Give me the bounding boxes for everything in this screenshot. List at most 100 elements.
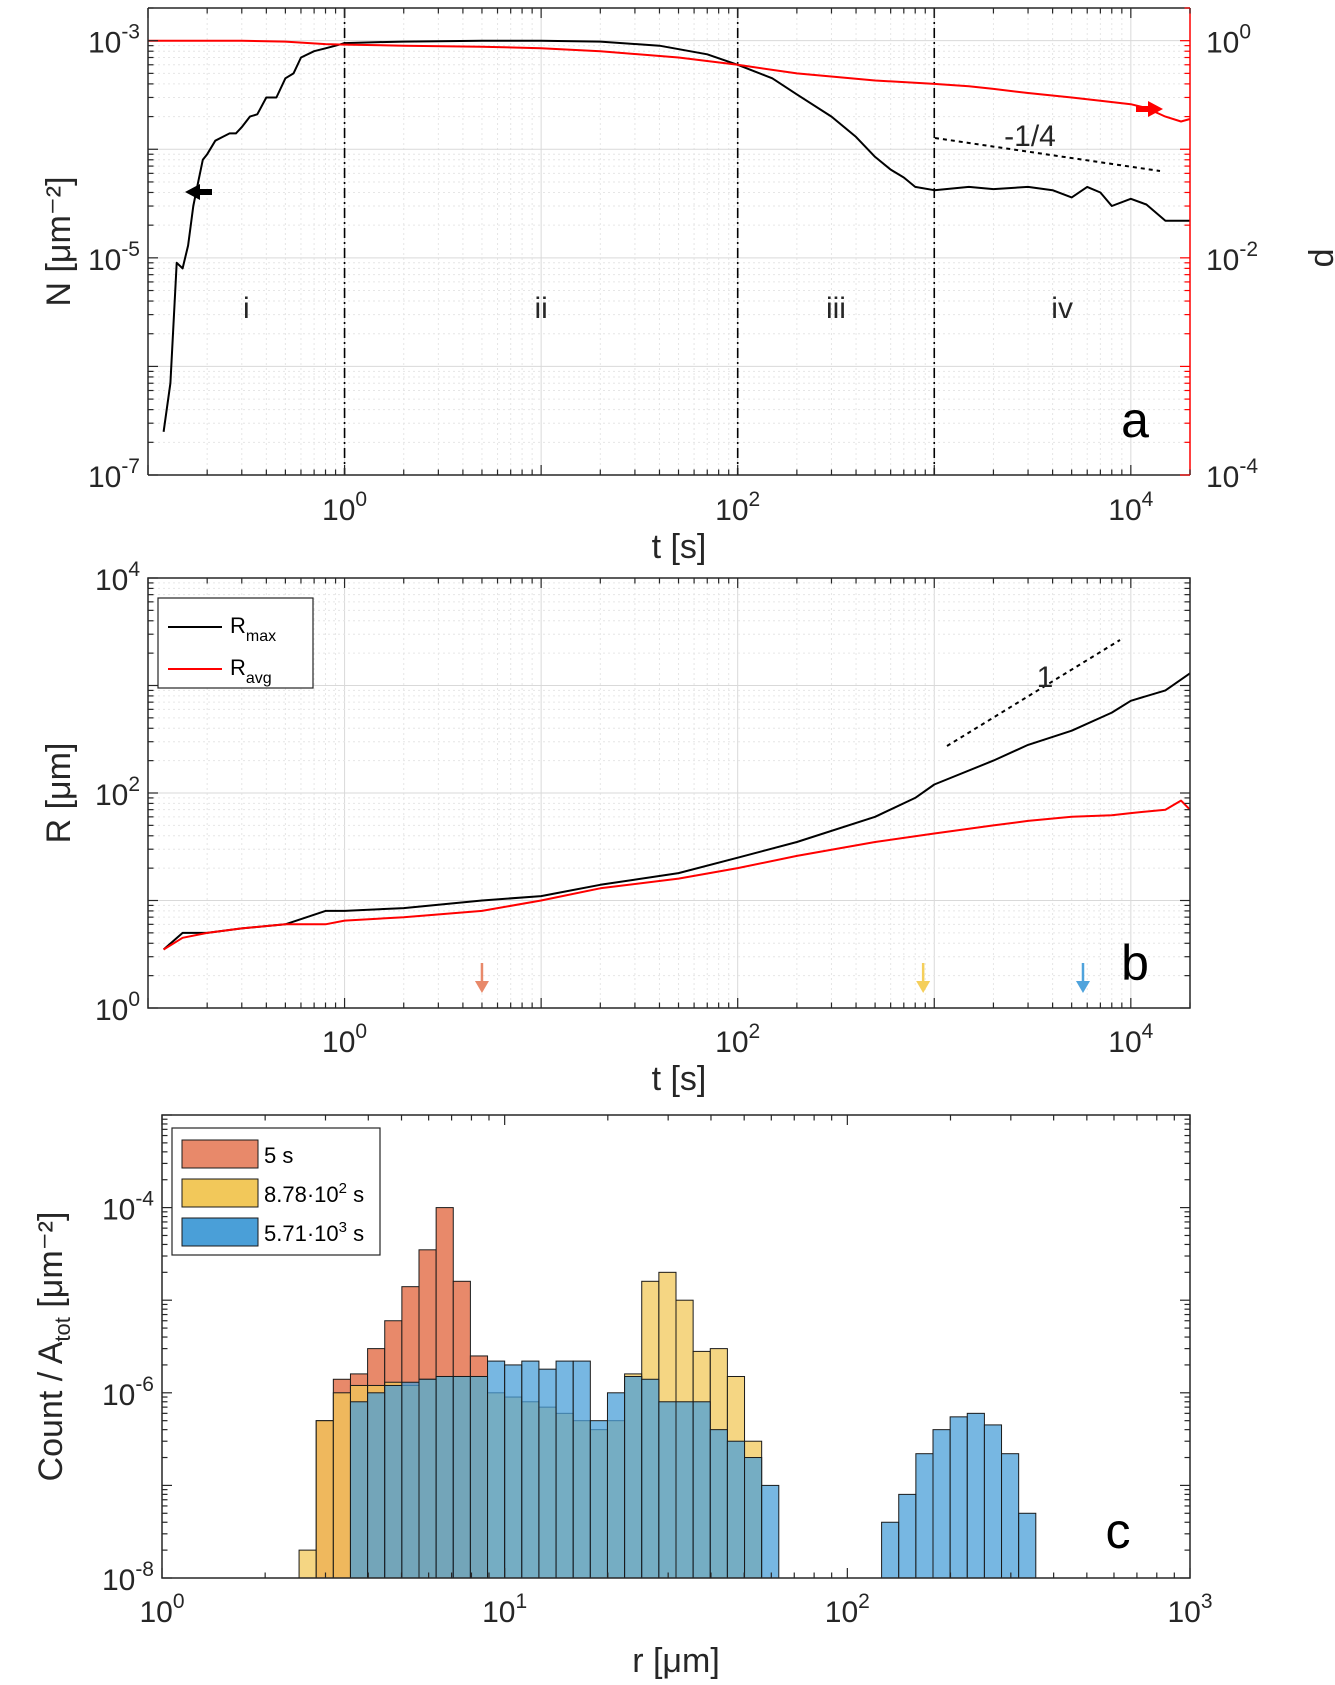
legend-swatch bbox=[181, 1217, 259, 1247]
histogram-bar bbox=[418, 1378, 437, 1579]
histogram-bar bbox=[709, 1429, 728, 1579]
region-label-i: i bbox=[243, 292, 250, 325]
histogram-bar bbox=[589, 1420, 608, 1579]
r-avg-line bbox=[163, 799, 1191, 951]
x-tick-label: 103 bbox=[1167, 1590, 1212, 1629]
histogram-bar bbox=[401, 1381, 420, 1579]
histogram-bar bbox=[726, 1440, 746, 1579]
histogram-bar bbox=[298, 1549, 317, 1579]
histogram-bar bbox=[504, 1364, 523, 1579]
legend-label: Rmax bbox=[230, 613, 276, 645]
time-marker-arrow-icon bbox=[1075, 981, 1090, 993]
x-tick-label: 104 bbox=[1108, 488, 1153, 527]
right-axis-arrow-icon bbox=[1136, 101, 1163, 117]
legend-swatch bbox=[181, 1139, 259, 1169]
panel-letter-a: a bbox=[1121, 392, 1149, 448]
time-marker-arrow-icon bbox=[916, 981, 931, 993]
legend-c: 5 s 8.78·102 s 5.71·103 s bbox=[171, 1127, 381, 1256]
slope-guide-line bbox=[934, 137, 1161, 172]
y-tick-label: 10-8 bbox=[102, 1558, 154, 1597]
histogram-bar bbox=[315, 1420, 334, 1579]
histogram-bar bbox=[898, 1493, 917, 1579]
histogram-bar bbox=[658, 1401, 677, 1579]
histogram-bar bbox=[367, 1392, 386, 1579]
x-axis-label-b: t [s] bbox=[652, 1060, 707, 1098]
legend-box bbox=[157, 597, 314, 689]
panel-b-radius-vs-time: 1 100 102 104 100 102 104 t [s] R [μm] b Rmax Ravg bbox=[40, 558, 1191, 1098]
histogram-bar bbox=[521, 1360, 540, 1579]
x-axis-label-a: t [s] bbox=[652, 528, 707, 566]
slope-guide-line bbox=[946, 639, 1121, 747]
histogram-bar bbox=[966, 1412, 985, 1579]
y-tick-label: 10-6 bbox=[102, 1373, 154, 1412]
p-fraction-line bbox=[148, 39, 1191, 123]
x-tick-label: 104 bbox=[1108, 1020, 1153, 1059]
legend-b: Rmax Ravg bbox=[157, 597, 314, 689]
histogram-bar bbox=[452, 1375, 471, 1579]
histogram-series bbox=[349, 1360, 1037, 1579]
y-tick-label-left: 10-7 bbox=[88, 455, 140, 494]
frame-c bbox=[161, 1114, 1191, 1579]
x-tick-label: 100 bbox=[322, 1020, 367, 1059]
x-tick-label: 100 bbox=[139, 1590, 184, 1629]
histogram-bar bbox=[572, 1360, 591, 1579]
y-axis-label-right-a: p bbox=[1307, 249, 1335, 268]
time-marker-arrow-icon bbox=[474, 981, 489, 993]
y-tick-label-left: 10-3 bbox=[88, 21, 140, 60]
histogram-bar bbox=[384, 1384, 403, 1579]
x-tick-label: 102 bbox=[715, 488, 760, 527]
y-tick-label-left: 10-5 bbox=[88, 238, 140, 277]
histogram-bar bbox=[949, 1416, 968, 1579]
histogram-bar bbox=[1001, 1453, 1020, 1579]
histogram-bar bbox=[555, 1360, 574, 1579]
y-tick-label: 104 bbox=[95, 558, 140, 597]
y-tick-label: 102 bbox=[95, 773, 140, 812]
histogram-bar bbox=[624, 1375, 643, 1579]
legend-label: 5 s bbox=[264, 1143, 293, 1168]
slope-label: -1/4 bbox=[1004, 120, 1056, 153]
legend-label: 5.71·103 s bbox=[264, 1219, 364, 1246]
histogram-bar bbox=[487, 1360, 506, 1579]
y-tick-label-right: 10-2 bbox=[1206, 238, 1258, 277]
y-tick-label-right: 100 bbox=[1206, 21, 1251, 60]
histogram-bar bbox=[983, 1424, 1003, 1579]
legend-label: 8.78·102 s bbox=[264, 1180, 364, 1207]
panel-letter-b: b bbox=[1121, 935, 1149, 991]
x-tick-label: 102 bbox=[715, 1020, 760, 1059]
region-label-iii: iii bbox=[826, 292, 846, 325]
x-axis-label-c: r [μm] bbox=[632, 1642, 720, 1680]
histogram-bar bbox=[761, 1484, 780, 1579]
n-density-line bbox=[162, 39, 1190, 432]
panel-letter-c: c bbox=[1106, 1503, 1131, 1559]
histogram-bar bbox=[675, 1401, 694, 1579]
x-tick-label: 101 bbox=[482, 1590, 527, 1629]
region-label-ii: ii bbox=[534, 292, 547, 325]
legend-label: Ravg bbox=[230, 655, 272, 687]
histogram-bar bbox=[332, 1392, 351, 1579]
histogram-bar bbox=[469, 1375, 489, 1579]
histogram-bar bbox=[435, 1375, 454, 1579]
histogram-bar bbox=[881, 1521, 900, 1579]
histogram-bar bbox=[692, 1401, 711, 1579]
histogram-bar bbox=[641, 1378, 660, 1579]
slope-label: 1 bbox=[1037, 661, 1054, 694]
histogram-bar bbox=[349, 1401, 369, 1579]
histogram-bar bbox=[606, 1392, 626, 1579]
x-tick-label: 100 bbox=[322, 488, 367, 527]
y-axis-label-left-a: N [μm⁻²] bbox=[40, 176, 78, 306]
histogram-bar bbox=[538, 1368, 557, 1579]
y-tick-label-right: 10-4 bbox=[1206, 455, 1258, 494]
left-axis-arrow-icon bbox=[185, 184, 212, 200]
plot-area-a bbox=[148, 8, 1190, 475]
y-axis-label-c: Count / Atot [μm⁻²] bbox=[32, 1212, 75, 1482]
legend-swatch bbox=[181, 1178, 259, 1208]
histogram-bar bbox=[744, 1457, 763, 1579]
histogram-bar bbox=[915, 1453, 934, 1579]
y-tick-label: 10-4 bbox=[102, 1188, 154, 1227]
histogram-bar bbox=[1018, 1512, 1037, 1579]
y-tick-label: 100 bbox=[95, 988, 140, 1027]
region-label-iv: iv bbox=[1051, 292, 1073, 325]
panel-c-size-histogram: 100 101 102 103 10-8 10-6 10-4 r [μm] Count / At… bbox=[32, 1114, 1213, 1680]
